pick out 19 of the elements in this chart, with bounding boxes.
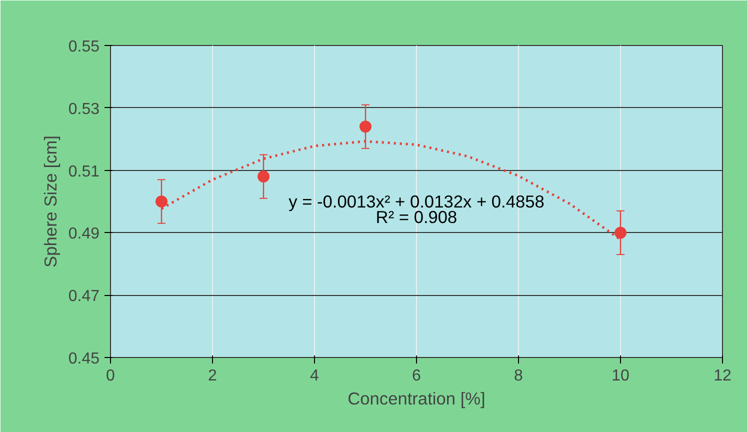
y-tick-label: 0.53 — [68, 100, 100, 118]
y-tick-label: 0.47 — [68, 288, 100, 306]
y-tick-label: 0.49 — [68, 226, 100, 243]
x-tick-label: 0 — [106, 368, 116, 384]
x-tick-label: 2 — [208, 368, 218, 384]
x-tick-label: 12 — [714, 368, 732, 384]
x-axis-title: Concentration [%] — [348, 388, 486, 408]
y-axis-title: Sphere Size [cm] — [40, 136, 60, 268]
x-tick-label: 10 — [612, 368, 630, 384]
x-tick-label: 4 — [310, 368, 320, 384]
x-tick-label: 6 — [412, 368, 422, 384]
point — [156, 196, 168, 208]
point — [360, 120, 372, 133]
point — [258, 170, 270, 183]
x-tick-label: 8 — [514, 368, 524, 384]
point — [614, 226, 626, 239]
y-tick-label: 0.55 — [68, 38, 100, 56]
y-tick-label: 0.45 — [68, 350, 100, 368]
y-tick-label: 0.51 — [68, 163, 100, 180]
